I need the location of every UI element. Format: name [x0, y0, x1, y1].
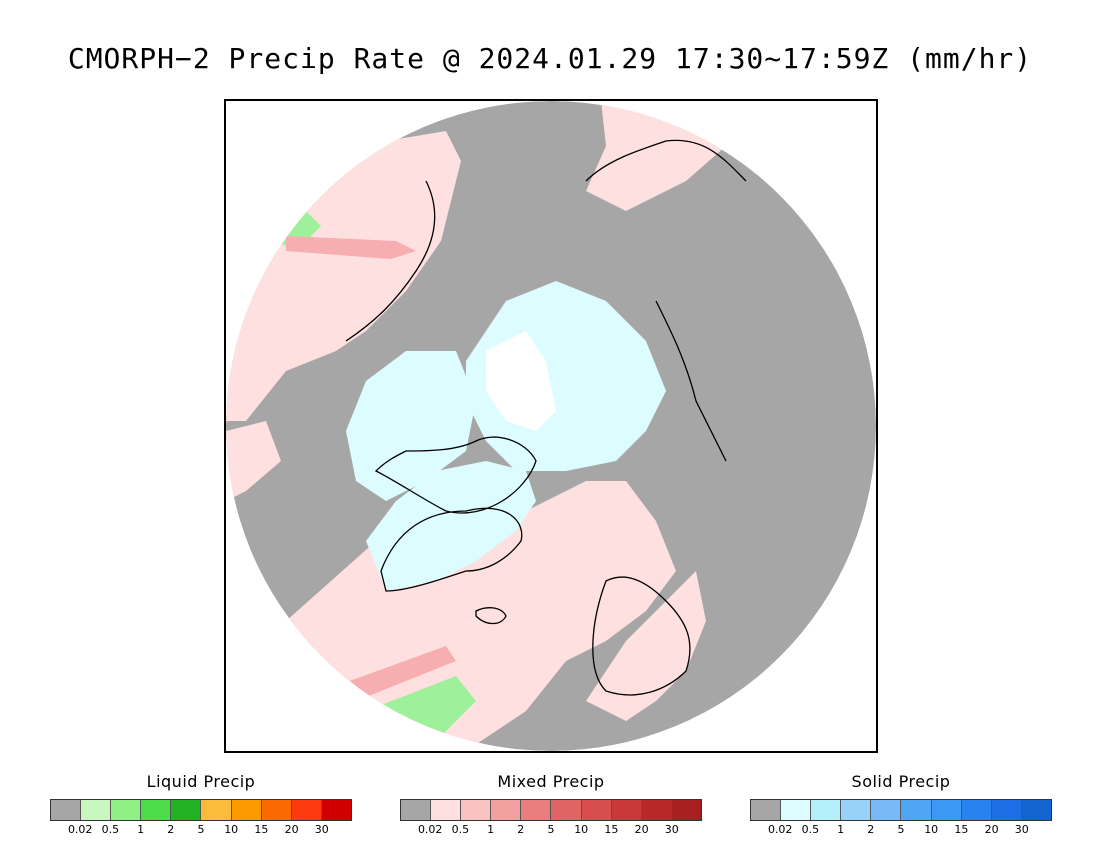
solid-tick-label: 30 — [1014, 823, 1029, 836]
mixed-tick-label: 2 — [517, 823, 525, 836]
liquid-tick-label: 5 — [197, 823, 205, 836]
mixed-precip-streak-atlantic — [336, 646, 456, 701]
liquid-swatch-2 — [111, 800, 142, 820]
mixed-tick-label: 10 — [574, 823, 589, 836]
coastlines — [345, 139, 747, 696]
solid-tick-label: 20 — [984, 823, 999, 836]
precip-field — [226, 101, 876, 751]
solid-swatch-1 — [781, 800, 812, 820]
liquid-swatch-5 — [201, 800, 232, 820]
legend-mixed-title: Mixed Precip — [497, 772, 605, 791]
solid-tick-label: 1 — [837, 823, 845, 836]
legend-liquid: Liquid Precip 0.02 0.5 1 2 5 10 15 20 30 — [50, 772, 352, 839]
liquid-tick-label: 10 — [224, 823, 239, 836]
mixed-tick-label: 5 — [547, 823, 555, 836]
mixed-tick-label: 20 — [634, 823, 649, 836]
mixed-tick-label: 1 — [487, 823, 495, 836]
solid-tick-label: 0.02 — [767, 823, 793, 836]
mixed-swatch-6 — [581, 800, 612, 820]
mixed-precip-region-scandinavia — [586, 571, 706, 721]
solid-swatch-6 — [931, 800, 962, 820]
legend-solid: Solid Precip 0.02 0.5 1 2 5 10 15 20 30 — [750, 772, 1052, 839]
legend-liquid-ticks: 0.02 0.5 1 2 5 10 15 20 30 — [50, 823, 352, 839]
liquid-swatch-1 — [81, 800, 112, 820]
mixed-swatch-5 — [551, 800, 582, 820]
liquid-tick-label: 1 — [137, 823, 145, 836]
liquid-swatch-4 — [171, 800, 202, 820]
liquid-tick-label: 20 — [284, 823, 299, 836]
solid-tick-label: 10 — [924, 823, 939, 836]
legend-liquid-title: Liquid Precip — [146, 772, 256, 791]
liquid-swatch-3 — [141, 800, 172, 820]
solid-swatch-9 — [1021, 800, 1051, 820]
mixed-precip-region-west-canada — [226, 421, 281, 501]
mixed-swatch-3 — [491, 800, 522, 820]
mixed-swatch-1 — [431, 800, 462, 820]
solid-tick-label: 0.5 — [801, 823, 820, 836]
solid-swatch-0 — [751, 800, 782, 820]
liquid-tick-label: 0.02 — [67, 823, 93, 836]
mixed-tick-label: 30 — [664, 823, 679, 836]
legend-solid-ticks: 0.02 0.5 1 2 5 10 15 20 30 — [750, 823, 1052, 839]
no-data-region-pole — [486, 331, 556, 431]
chart-title: CMORPH−2 Precip Rate @ 2024.01.29 17:30~… — [67, 42, 1033, 75]
liquid-tick-label: 30 — [314, 823, 329, 836]
liquid-swatch-8 — [291, 800, 322, 820]
liquid-swatch-6 — [231, 800, 262, 820]
mixed-swatch-0 — [401, 800, 432, 820]
liquid-tick-label: 15 — [254, 823, 269, 836]
mixed-tick-label: 0.02 — [417, 823, 443, 836]
solid-swatch-8 — [991, 800, 1022, 820]
legend-mixed-ticks: 0.02 0.5 1 2 5 10 15 20 30 — [400, 823, 702, 839]
solid-precip-region-arctic-archipelago — [346, 351, 476, 501]
solid-swatch-2 — [811, 800, 842, 820]
legend-solid-colorbar — [750, 799, 1052, 821]
solid-swatch-5 — [901, 800, 932, 820]
solid-swatch-7 — [961, 800, 992, 820]
mixed-swatch-9 — [671, 800, 701, 820]
mixed-precip-streak-alaska — [286, 236, 416, 259]
mixed-swatch-7 — [611, 800, 642, 820]
liquid-swatch-7 — [261, 800, 292, 820]
legend-solid-title: Solid Precip — [851, 772, 951, 791]
solid-tick-label: 2 — [867, 823, 875, 836]
mixed-swatch-4 — [521, 800, 552, 820]
polar-map — [224, 99, 878, 753]
mixed-swatch-2 — [461, 800, 492, 820]
polar-map-canvas — [226, 101, 876, 751]
solid-swatch-4 — [871, 800, 902, 820]
solid-tick-label: 5 — [897, 823, 905, 836]
mixed-tick-label: 0.5 — [451, 823, 470, 836]
solid-tick-label: 15 — [954, 823, 969, 836]
solid-precip-region-greenland — [366, 461, 536, 591]
liquid-tick-label: 2 — [167, 823, 175, 836]
mixed-tick-label: 15 — [604, 823, 619, 836]
liquid-tick-label: 0.5 — [101, 823, 120, 836]
legend-mixed-colorbar — [400, 799, 702, 821]
liquid-swatch-9 — [321, 800, 351, 820]
legend-liquid-colorbar — [50, 799, 352, 821]
legend-mixed: Mixed Precip 0.02 0.5 1 2 5 10 15 20 30 — [400, 772, 702, 839]
solid-swatch-3 — [841, 800, 872, 820]
mixed-swatch-8 — [641, 800, 672, 820]
liquid-swatch-0 — [51, 800, 82, 820]
